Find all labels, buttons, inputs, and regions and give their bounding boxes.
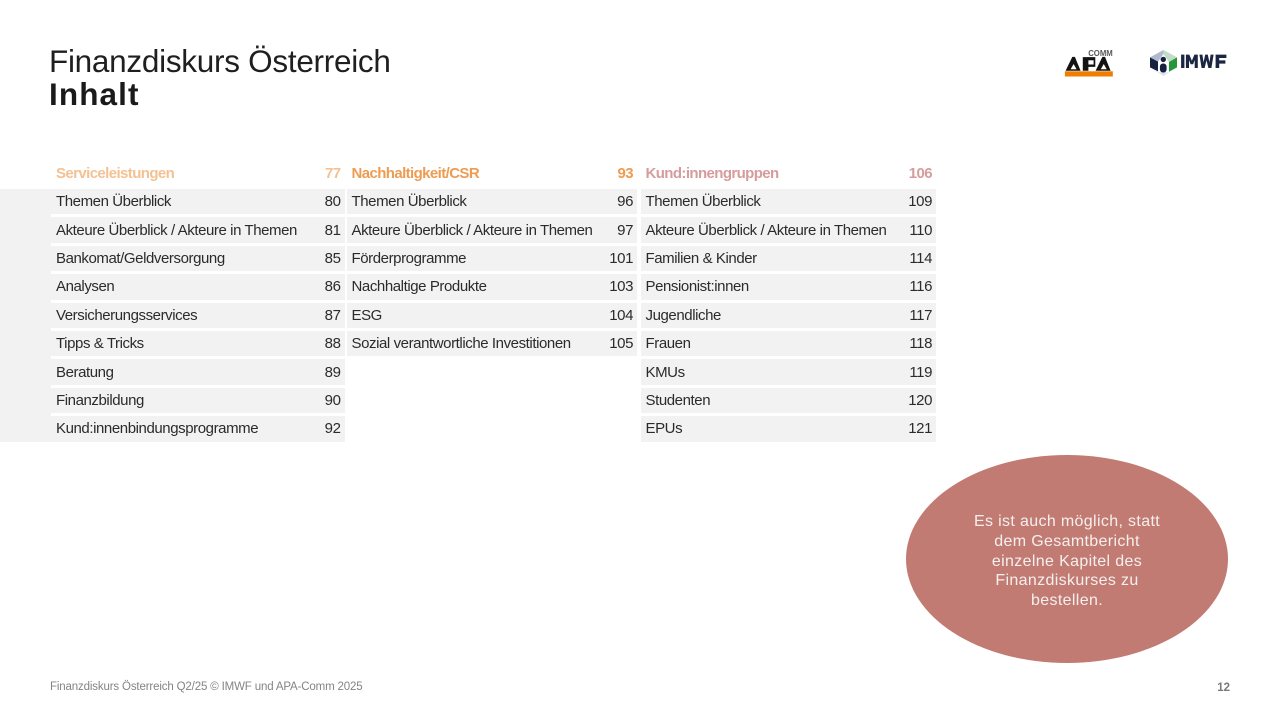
svg-text:COMM: COMM: [1088, 48, 1113, 58]
